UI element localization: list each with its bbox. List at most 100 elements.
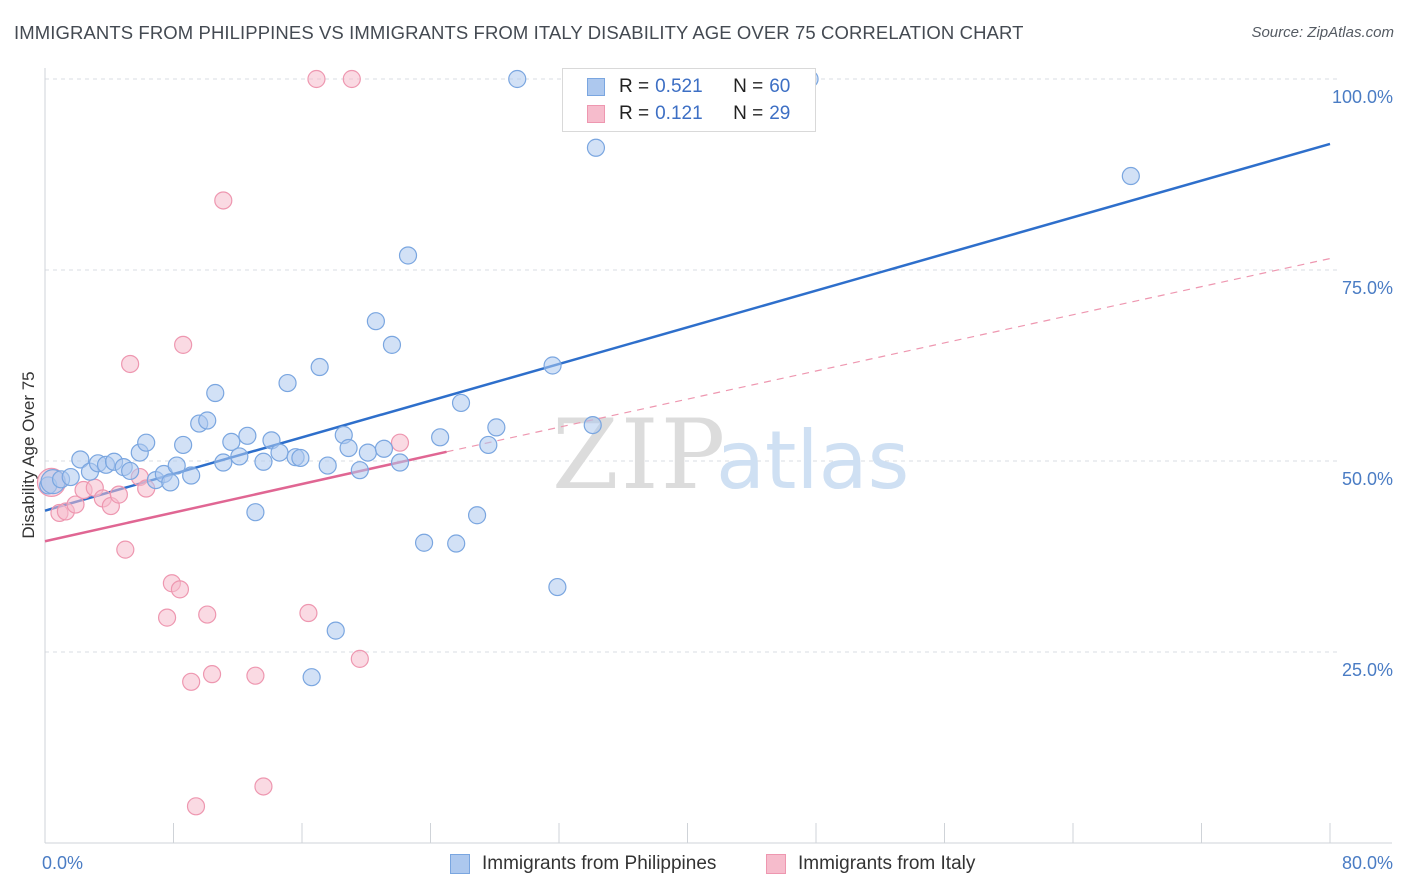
series-philippines	[39, 69, 1140, 687]
philippines-point	[214, 453, 233, 472]
tick-labels: 25.0% 50.0% 75.0% 100.0% 0.0% 80.0%	[42, 87, 1393, 873]
legend-n-label: N =	[733, 76, 764, 97]
philippines-point	[583, 415, 602, 435]
philippines-point	[508, 69, 527, 89]
legend-n-label: N =	[733, 103, 764, 124]
bottom-legend-label-philippines: Immigrants from Philippines	[482, 853, 717, 874]
watermark: ZIP atlas	[552, 399, 909, 511]
trend-line-italy	[44, 450, 447, 543]
watermark-atlas: atlas	[716, 414, 909, 507]
philippines-point	[254, 452, 273, 471]
italy-point	[254, 777, 273, 796]
italy-point	[390, 433, 410, 452]
philippines-point	[230, 447, 249, 466]
bottom-legend-swatch-philippines	[450, 854, 470, 874]
italy-point	[214, 191, 233, 210]
philippines-point	[222, 432, 241, 451]
italy-point	[186, 797, 206, 816]
philippines-point	[246, 503, 265, 522]
philippines-point	[447, 534, 466, 553]
legend-swatch-philippines	[587, 78, 605, 96]
bottom-legend-italy: Immigrants from Italy	[766, 851, 975, 877]
italy-point	[342, 69, 361, 89]
y-tick-label: 50.0%	[1342, 469, 1393, 489]
philippines-point	[326, 621, 345, 640]
philippines-point	[586, 138, 606, 157]
philippines-point	[310, 357, 329, 377]
legend-row-italy: R = 0.121 N = 29	[587, 102, 790, 126]
axes	[44, 68, 1392, 844]
philippines-point	[238, 426, 257, 445]
philippines-point	[350, 461, 369, 480]
watermark-zip: ZIP	[552, 399, 727, 511]
y-axis-label: Disability Age Over 75	[19, 371, 38, 538]
philippines-point	[548, 577, 567, 597]
italy-point	[116, 540, 135, 559]
italy-point	[299, 603, 318, 623]
italy-point	[307, 69, 326, 89]
philippines-point	[467, 506, 487, 525]
philippines-point	[174, 435, 193, 455]
philippines-point	[182, 466, 201, 485]
italy-point	[121, 354, 140, 374]
trend-lines	[44, 142, 1331, 543]
italy-point	[202, 665, 222, 684]
legend-n-value: 29	[769, 103, 791, 124]
philippines-point	[278, 373, 297, 393]
italy-point	[66, 495, 85, 514]
philippines-point	[121, 461, 140, 481]
legend-r-label: R =	[619, 76, 650, 97]
grid-lines	[45, 78, 1340, 653]
philippines-point	[366, 312, 385, 331]
italy-point	[170, 580, 190, 599]
philippines-point	[479, 435, 498, 455]
series-italy	[36, 69, 410, 816]
legend-r-value: 0.521	[655, 76, 703, 97]
stats-legend: R = 0.521 N = 60 R = 0.121 N = 29	[562, 68, 816, 132]
philippines-point	[291, 448, 310, 468]
x-tick-label: 0.0%	[42, 853, 83, 873]
philippines-point	[71, 450, 90, 469]
philippines-point	[543, 356, 562, 375]
italy-point	[174, 335, 193, 354]
philippines-point	[390, 453, 410, 472]
trend-line-philippines	[44, 142, 1331, 512]
italy-point	[198, 605, 217, 624]
philippines-point	[431, 428, 450, 447]
legend-n-value: 60	[769, 76, 791, 97]
philippines-point	[374, 439, 394, 458]
philippines-point	[451, 393, 471, 413]
italy-point	[109, 485, 128, 504]
y-tick-label: 75.0%	[1342, 278, 1393, 298]
italy-point	[182, 672, 201, 691]
philippines-point	[270, 443, 289, 462]
philippines-point	[206, 383, 225, 403]
bottom-legend-philippines: Immigrants from Philippines	[450, 851, 716, 877]
legend-r-value: 0.121	[655, 103, 703, 124]
philippines-point	[487, 418, 506, 437]
philippines-point	[358, 443, 377, 462]
bottom-legend-swatch-italy	[766, 854, 786, 874]
legend-r-label: R =	[619, 103, 650, 124]
italy-point	[350, 649, 369, 668]
philippines-point	[382, 335, 402, 354]
philippines-point	[137, 433, 156, 452]
source-credit: Source: ZipAtlas.com	[1251, 24, 1394, 41]
chart-title: IMMIGRANTS FROM PHILIPPINES VS IMMIGRANT…	[14, 22, 1024, 43]
philippines-point	[167, 456, 186, 475]
philippines-point	[339, 438, 358, 458]
italy-point	[157, 608, 177, 627]
legend-swatch-italy	[587, 105, 605, 123]
philippines-point	[198, 411, 217, 430]
philippines-point	[398, 246, 418, 265]
philippines-point	[318, 456, 337, 475]
bottom-legend-label-italy: Immigrants from Italy	[798, 853, 976, 874]
y-tick-label: 25.0%	[1342, 660, 1393, 680]
philippines-point	[161, 473, 180, 492]
philippines-point	[1121, 166, 1140, 186]
italy-point	[246, 666, 265, 685]
philippines-point	[302, 668, 321, 687]
philippines-point	[414, 533, 434, 552]
x-tick-label: 80.0%	[1342, 853, 1393, 873]
